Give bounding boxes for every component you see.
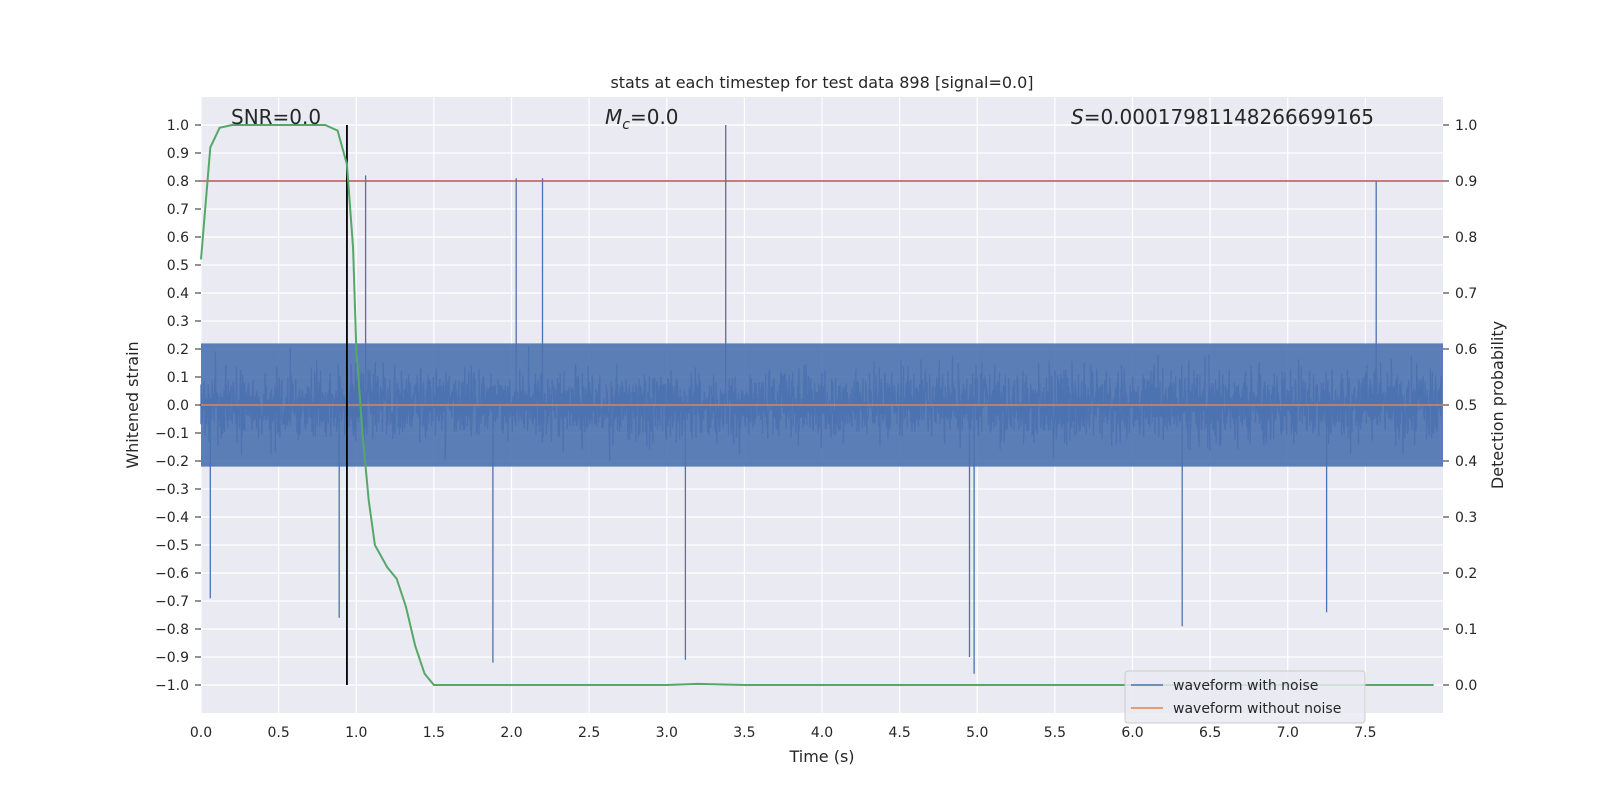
y-tick-label: 0.3 bbox=[167, 314, 189, 330]
y-tick-label: 0.7 bbox=[167, 202, 189, 218]
x-tick-label: 3.5 bbox=[733, 725, 755, 741]
y-tick-label: −0.3 bbox=[155, 482, 189, 498]
y-tick-label: −0.6 bbox=[155, 566, 189, 582]
y2-axis-label: Detection probability bbox=[1488, 321, 1507, 489]
y2-tick-label: 0.9 bbox=[1455, 174, 1477, 190]
s-value: =0.00017981148266699165 bbox=[1084, 105, 1374, 129]
y2-tick-label: 0.3 bbox=[1455, 510, 1477, 526]
y2-tick-label: 0.6 bbox=[1455, 342, 1477, 358]
y-tick-label: −0.4 bbox=[155, 510, 189, 526]
x-tick-label: 2.5 bbox=[578, 725, 600, 741]
x-tick-label: 1.5 bbox=[423, 725, 445, 741]
y-tick-label: 0.5 bbox=[167, 258, 189, 274]
y-axis-label: Whitened strain bbox=[123, 341, 142, 468]
y2-tick-label: 1.0 bbox=[1455, 118, 1477, 134]
x-tick-label: 0.0 bbox=[190, 725, 212, 741]
x-tick-label: 3.0 bbox=[656, 725, 678, 741]
y-tick-label: 0.8 bbox=[167, 174, 189, 190]
legend: waveform with noise waveform without noi… bbox=[1124, 670, 1366, 724]
x-tick-label: 6.0 bbox=[1121, 725, 1143, 741]
y-tick-label: 0.2 bbox=[167, 342, 189, 358]
y-tick-label: −0.9 bbox=[155, 650, 189, 666]
y2-tick-label: 0.2 bbox=[1455, 566, 1477, 582]
y-tick-label: −0.8 bbox=[155, 622, 189, 638]
y-tick-label: −0.2 bbox=[155, 454, 189, 470]
x-tick-label: 4.5 bbox=[888, 725, 910, 741]
y-tick-label: 0.9 bbox=[167, 146, 189, 162]
y2-tick-label: 0.1 bbox=[1455, 622, 1477, 638]
detection-probability-line bbox=[200, 124, 1434, 686]
x-tick-label: 1.0 bbox=[345, 725, 367, 741]
s-symbol: S bbox=[1071, 105, 1084, 129]
mc-subscript: c bbox=[622, 117, 630, 133]
x-tick-label: 5.0 bbox=[966, 725, 988, 741]
s-annotation: S=0.00017981148266699165 bbox=[1071, 105, 1374, 129]
x-axis-label: Time (s) bbox=[788, 747, 854, 766]
overlays bbox=[200, 124, 1443, 686]
mc-value: =0.0 bbox=[630, 105, 679, 129]
y2-tick-label: 0.8 bbox=[1455, 230, 1477, 246]
y-tick-label: 0.4 bbox=[167, 286, 189, 302]
legend-label-without-noise: waveform without noise bbox=[1173, 701, 1341, 717]
x-tick-label: 4.0 bbox=[811, 725, 833, 741]
x-tick-label: 5.5 bbox=[1044, 725, 1066, 741]
legend-box bbox=[1124, 670, 1366, 724]
y2-tick-label: 0.7 bbox=[1455, 286, 1477, 302]
y2-tick-label: 0.0 bbox=[1455, 678, 1477, 694]
y-tick-label: −0.7 bbox=[155, 594, 189, 610]
chart-title: stats at each timestep for test data 898… bbox=[610, 73, 1033, 92]
mc-annotation: Mc=0.0 bbox=[605, 105, 679, 133]
snr-annotation: SNR=0.0 bbox=[231, 105, 321, 129]
ticks: 0.0 0.5 1.0 1.5 2.0 2.5 3.0 3.5 4.0 4.5 5.0 5.5 6.0 6… bbox=[155, 118, 1477, 741]
y-tick-label: −0.1 bbox=[155, 426, 189, 442]
y-tick-label: 1.0 bbox=[167, 118, 189, 134]
legend-label-with-noise: waveform with noise bbox=[1173, 678, 1318, 694]
x-tick-label: 0.5 bbox=[267, 725, 289, 741]
y2-tick-label: 0.5 bbox=[1455, 398, 1477, 414]
x-tick-label: 6.5 bbox=[1199, 725, 1221, 741]
y-tick-label: 0.0 bbox=[167, 398, 189, 414]
y-tick-label: −0.5 bbox=[155, 538, 189, 554]
y-tick-label: −1.0 bbox=[155, 678, 189, 694]
y2-tick-label: 0.4 bbox=[1455, 454, 1477, 470]
mc-symbol: M bbox=[605, 105, 622, 129]
y-tick-label: 0.1 bbox=[167, 370, 189, 386]
x-tick-label: 7.5 bbox=[1354, 725, 1376, 741]
x-tick-label: 2.0 bbox=[500, 725, 522, 741]
y-tick-label: 0.6 bbox=[167, 230, 189, 246]
x-tick-label: 7.0 bbox=[1277, 725, 1299, 741]
